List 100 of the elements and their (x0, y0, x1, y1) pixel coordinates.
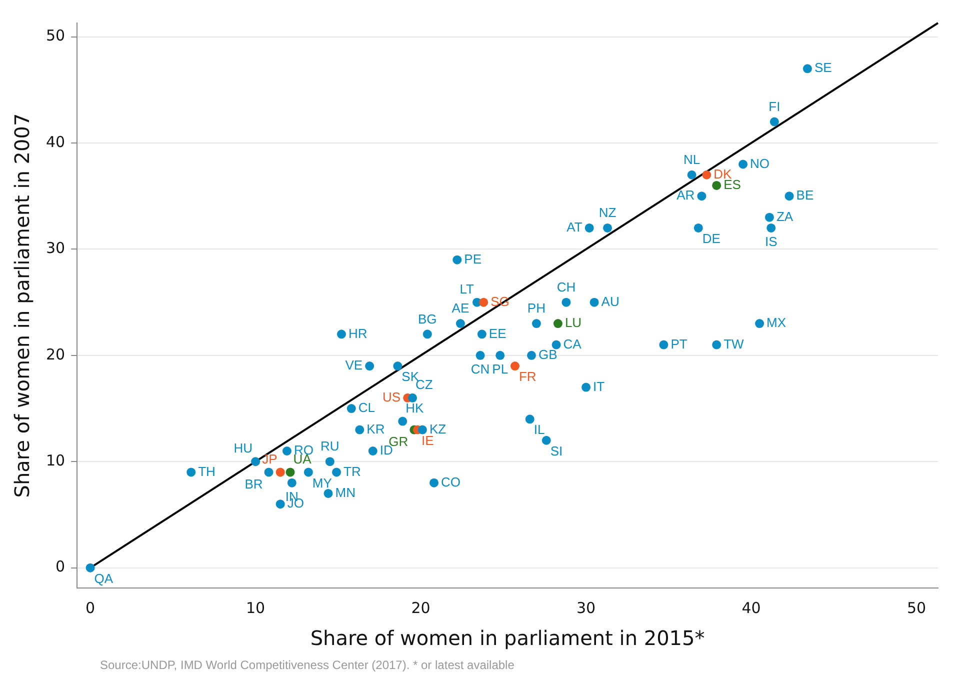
data-label: IS (764, 234, 778, 250)
data-label: TH (198, 464, 216, 479)
data-label: IL (534, 422, 545, 438)
point (286, 468, 295, 477)
y-tick-label: 40 (46, 132, 66, 151)
point (553, 319, 562, 328)
point (525, 414, 534, 424)
data-label: NZ (598, 205, 616, 220)
x-tick-label: 40 (742, 598, 761, 617)
point (264, 468, 274, 477)
data-label: HK (406, 400, 424, 416)
point (456, 319, 465, 328)
point (784, 192, 794, 201)
point (532, 319, 541, 328)
x-tick-label: 10 (246, 598, 266, 617)
point (393, 362, 402, 371)
data-label: HR (348, 326, 368, 341)
y-tick-label: 0 (56, 558, 66, 576)
point (552, 340, 561, 350)
data-label: BE (796, 188, 814, 203)
point (712, 180, 722, 190)
point (702, 170, 712, 180)
point (422, 330, 432, 339)
point (694, 223, 703, 232)
data-label: CH (556, 279, 576, 294)
point (430, 478, 439, 488)
data-label: PE (464, 251, 482, 266)
data-label: AR (676, 188, 695, 203)
x-axis-title: Share of women in parliament in 2015* (310, 626, 705, 650)
data-label: HU (234, 440, 253, 456)
data-label: US (382, 389, 401, 404)
point (584, 223, 594, 232)
point (346, 404, 356, 414)
x-tick-label: 0 (86, 598, 96, 617)
point (365, 362, 374, 371)
data-label: CO (441, 474, 461, 490)
data-label: JP (262, 451, 278, 466)
data-label: LU (564, 315, 582, 330)
x-tick-label: 50 (906, 598, 926, 617)
data-label: VE (345, 358, 363, 373)
point (324, 488, 333, 498)
data-label: TR (344, 464, 361, 479)
point (697, 192, 706, 201)
data-label: QA (94, 570, 114, 586)
point (336, 330, 346, 339)
data-label: CZ (416, 376, 433, 392)
data-label: TW (724, 336, 745, 352)
point (542, 436, 551, 445)
point (325, 457, 334, 466)
data-label: BR (244, 476, 263, 492)
point (802, 64, 812, 74)
data-label: FI (768, 98, 780, 114)
point (452, 255, 462, 264)
point (738, 160, 748, 169)
data-label: AT (566, 220, 582, 235)
point (527, 350, 536, 360)
data-label: SI (550, 443, 563, 458)
point (764, 212, 774, 222)
y-tick-label: 50 (46, 26, 66, 45)
point (355, 425, 364, 434)
data-label: MX (766, 315, 786, 330)
data-label: CN (470, 361, 490, 376)
point (282, 446, 292, 456)
data-label: NO (750, 156, 770, 171)
point (510, 362, 520, 371)
data-label: AU (601, 294, 620, 309)
data-label: ZA (776, 208, 794, 224)
x-tick-label: 20 (411, 598, 430, 617)
data-label: MN (335, 485, 356, 500)
data-label: CA (563, 336, 582, 352)
data-label: PT (670, 336, 688, 352)
point (562, 298, 571, 307)
y-tick-label: 30 (46, 239, 66, 258)
point (496, 350, 505, 360)
y-axis-title: Share of women in parliament in 2007 (10, 113, 34, 498)
point (332, 468, 342, 477)
data-label: BG (418, 311, 437, 326)
data-label: PL (492, 361, 508, 376)
point (186, 468, 196, 477)
point (687, 170, 696, 180)
data-label: RU (320, 438, 340, 454)
point (86, 563, 95, 572)
point (712, 340, 722, 350)
point (770, 117, 779, 126)
point (755, 319, 764, 328)
point (477, 330, 486, 339)
y-tick-label: 20 (46, 345, 66, 364)
y-tick-label: 10 (46, 452, 66, 470)
point (304, 468, 313, 477)
point (276, 500, 285, 509)
point (398, 416, 408, 426)
data-label: EE (488, 326, 507, 341)
point (590, 298, 599, 307)
x-tick-label: 30 (576, 598, 596, 617)
data-label: KR (366, 421, 385, 436)
data-label: AE (452, 300, 470, 316)
data-label: GB (538, 346, 558, 362)
data-label: MY (312, 475, 332, 490)
data-label: IT (593, 378, 605, 394)
point (659, 340, 668, 350)
